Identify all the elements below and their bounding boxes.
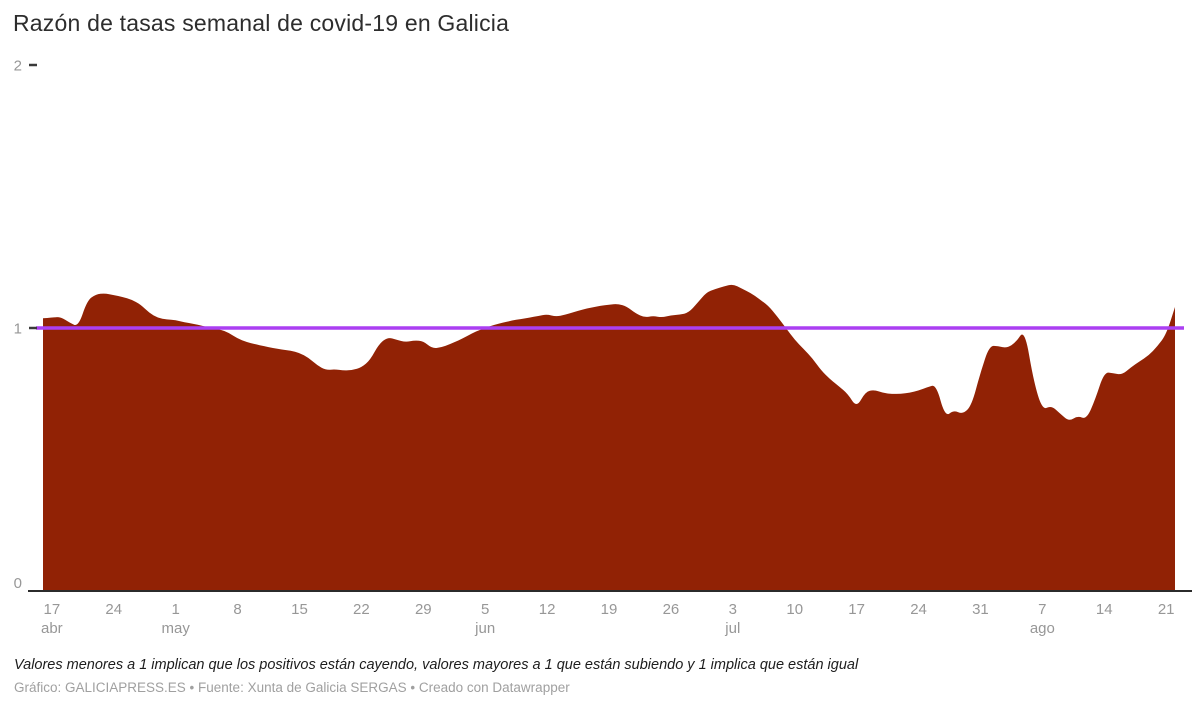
x-tick-day-22: 22 <box>353 601 370 618</box>
area-series <box>43 284 1175 591</box>
x-tick-month-may: may <box>161 620 190 637</box>
x-tick-day-31: 31 <box>972 601 989 618</box>
page-title: Razón de tasas semanal de covid-19 en Ga… <box>13 10 510 36</box>
x-tick-day-7-ago: 7 <box>1038 601 1046 618</box>
x-tick-day-14: 14 <box>1096 601 1113 618</box>
footer-credit: Gráfico: GALICIAPRESS.ES • Fuente: Xunta… <box>14 680 570 695</box>
y-tick-label-2: 2 <box>14 58 22 75</box>
footer-note: Valores menores a 1 implican que los pos… <box>14 657 859 673</box>
x-tick-day-21: 21 <box>1158 601 1175 618</box>
x-tick-day-1-may: 1 <box>171 601 179 618</box>
y-tick-label-1: 1 <box>14 321 22 338</box>
x-tick-day-24: 24 <box>105 601 122 618</box>
x-tick-day-24: 24 <box>910 601 927 618</box>
x-tick-month-jul: jul <box>724 620 740 637</box>
x-tick-day-17-abr: 17 <box>44 601 61 618</box>
x-tick-month-jun: jun <box>474 620 495 637</box>
x-tick-day-8: 8 <box>233 601 241 618</box>
x-tick-day-10: 10 <box>786 601 803 618</box>
y-tick-label-0: 0 <box>14 575 22 592</box>
x-tick-month-abr: abr <box>41 620 63 637</box>
x-tick-day-26: 26 <box>663 601 680 618</box>
x-tick-day-12: 12 <box>539 601 556 618</box>
x-tick-day-17: 17 <box>848 601 865 618</box>
y-tick-dash-2 <box>29 63 37 67</box>
y-tick-dash-1 <box>29 326 37 330</box>
x-tick-day-29: 29 <box>415 601 432 618</box>
x-tick-day-5-jun: 5 <box>481 601 489 618</box>
x-tick-day-19: 19 <box>601 601 618 618</box>
x-tick-month-ago: ago <box>1030 620 1055 637</box>
x-tick-day-15: 15 <box>291 601 308 618</box>
x-tick-day-3-jul: 3 <box>729 601 737 618</box>
